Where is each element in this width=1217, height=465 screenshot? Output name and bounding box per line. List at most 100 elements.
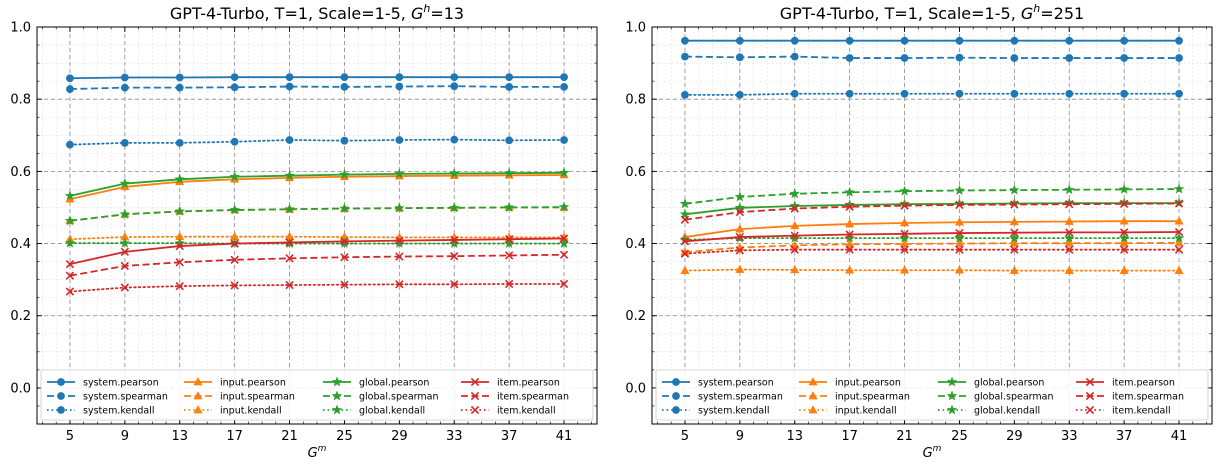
y-tick-label: 0.2 bbox=[625, 309, 646, 324]
x-tick-label: 41 bbox=[556, 429, 573, 444]
x-axis-label-superscript: m bbox=[318, 444, 327, 454]
series-line-input-kendall bbox=[685, 270, 1179, 271]
data-point-system-pearson bbox=[396, 74, 403, 81]
legend-label: global.spearman bbox=[359, 392, 438, 403]
data-point-system-pearson bbox=[121, 74, 128, 81]
legend-label: input.pearson bbox=[220, 378, 286, 389]
chart-title-suffix: =251 bbox=[1040, 4, 1084, 23]
data-point-global-pearson bbox=[955, 199, 965, 208]
data-point-input-kendall bbox=[681, 266, 689, 273]
chart-title-suffix: =13 bbox=[430, 4, 464, 23]
data-point-system-spearman bbox=[956, 54, 963, 61]
x-tick-label: 13 bbox=[786, 429, 803, 444]
chart-title-symbol: G bbox=[1021, 4, 1033, 23]
data-point-system-pearson bbox=[791, 37, 798, 44]
data-point-global-spearman bbox=[900, 186, 910, 195]
data-point-system-pearson bbox=[1176, 37, 1183, 44]
data-point-system-spearman bbox=[901, 55, 908, 62]
legend-label: input.spearman bbox=[220, 392, 295, 403]
data-point-system-kendall bbox=[956, 90, 963, 97]
x-tick-label: 5 bbox=[681, 429, 689, 444]
data-point-system-pearson bbox=[231, 74, 238, 81]
x-tick-label: 9 bbox=[736, 429, 744, 444]
x-tick-label: 25 bbox=[951, 429, 968, 444]
chart-title-superscript: h bbox=[1033, 2, 1040, 15]
data-point-system-spearman bbox=[341, 84, 348, 91]
data-point-global-pearson bbox=[900, 199, 910, 208]
x-tick-label: 29 bbox=[391, 429, 408, 444]
data-point-system-kendall bbox=[121, 139, 128, 146]
data-point-global-spearman bbox=[1010, 185, 1020, 194]
data-point-global-pearson bbox=[1010, 198, 1020, 207]
data-point-system-pearson bbox=[176, 74, 183, 81]
data-point-system-spearman bbox=[736, 54, 743, 61]
data-point-system-pearson bbox=[1121, 37, 1128, 44]
data-point-system-kendall bbox=[1121, 90, 1128, 97]
x-tick-label: 5 bbox=[66, 429, 74, 444]
legend: system.pearsonsystem.spearmansystem.kend… bbox=[656, 370, 1208, 420]
x-tick-label: 41 bbox=[1171, 429, 1188, 444]
series-line-item-spearman bbox=[70, 255, 564, 276]
x-tick-label: 37 bbox=[501, 429, 518, 444]
legend-label: item.pearson bbox=[1112, 378, 1175, 389]
legend-label: global.kendall bbox=[359, 406, 425, 417]
data-point-system-kendall bbox=[231, 138, 238, 145]
data-point-system-pearson bbox=[286, 74, 293, 81]
chart-title: GPT-4-Turbo, T=1, Scale=1-5, Gh=251 bbox=[780, 2, 1084, 23]
x-tick-label: 33 bbox=[1061, 429, 1078, 444]
data-point-global-spearman bbox=[845, 187, 855, 196]
data-point-system-pearson bbox=[736, 37, 743, 44]
data-point-system-kendall bbox=[396, 137, 403, 144]
data-point-system-kendall bbox=[176, 139, 183, 146]
x-tick-label: 33 bbox=[446, 429, 463, 444]
data-point-system-pearson bbox=[341, 74, 348, 81]
data-point-system-kendall bbox=[1066, 90, 1073, 97]
legend-label: system.kendall bbox=[83, 406, 155, 417]
legend-marker bbox=[58, 407, 65, 414]
data-point-system-pearson bbox=[561, 74, 568, 81]
x-axis-label: Gm bbox=[923, 444, 942, 461]
data-point-system-spearman bbox=[506, 84, 513, 91]
legend-label: system.spearman bbox=[83, 392, 168, 403]
data-point-system-kendall bbox=[561, 137, 568, 144]
data-point-system-pearson bbox=[1011, 37, 1018, 44]
data-point-system-pearson bbox=[682, 37, 689, 44]
y-tick-label: 0.6 bbox=[10, 165, 31, 180]
data-point-system-pearson bbox=[451, 74, 458, 81]
legend-label: input.spearman bbox=[835, 392, 910, 403]
legend: system.pearsonsystem.spearmansystem.kend… bbox=[41, 370, 593, 420]
legend-label: global.spearman bbox=[974, 392, 1053, 403]
y-tick-label: 0.8 bbox=[625, 93, 646, 108]
data-point-system-spearman bbox=[396, 83, 403, 90]
series-line-system-kendall bbox=[685, 94, 1179, 95]
legend-label: item.kendall bbox=[497, 406, 556, 417]
x-axis-label: Gm bbox=[308, 444, 327, 461]
legend-label: system.spearman bbox=[698, 392, 783, 403]
x-tick-label: 25 bbox=[336, 429, 353, 444]
chart-title-prefix: GPT-4-Turbo, T=1, Scale=1-5, bbox=[170, 4, 411, 23]
x-tick-label: 21 bbox=[281, 429, 298, 444]
legend-label: item.spearman bbox=[497, 392, 569, 403]
data-point-system-pearson bbox=[67, 75, 74, 82]
x-tick-label: 9 bbox=[121, 429, 129, 444]
legend-label: item.kendall bbox=[1112, 406, 1171, 417]
legend-marker bbox=[673, 393, 680, 400]
data-point-system-kendall bbox=[791, 90, 798, 97]
minor-grid bbox=[652, 27, 1212, 424]
legend-label: input.kendall bbox=[835, 406, 897, 417]
chart-title: GPT-4-Turbo, T=1, Scale=1-5, Gh=13 bbox=[170, 2, 464, 23]
legend-label: global.kendall bbox=[974, 406, 1040, 417]
x-tick-label: 29 bbox=[1006, 429, 1023, 444]
data-point-system-spearman bbox=[561, 84, 568, 91]
data-point-system-spearman bbox=[286, 83, 293, 90]
data-point-system-kendall bbox=[901, 90, 908, 97]
data-point-system-kendall bbox=[506, 137, 513, 144]
data-point-system-kendall bbox=[341, 137, 348, 144]
series-line-system-spearman bbox=[685, 57, 1179, 58]
data-point-system-spearman bbox=[121, 84, 128, 91]
legend-label: item.spearman bbox=[1112, 392, 1184, 403]
legend-label: system.kendall bbox=[698, 406, 770, 417]
x-tick-label: 17 bbox=[226, 429, 243, 444]
